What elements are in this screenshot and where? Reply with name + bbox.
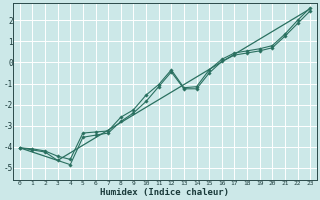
X-axis label: Humidex (Indice chaleur): Humidex (Indice chaleur) [100, 188, 229, 197]
